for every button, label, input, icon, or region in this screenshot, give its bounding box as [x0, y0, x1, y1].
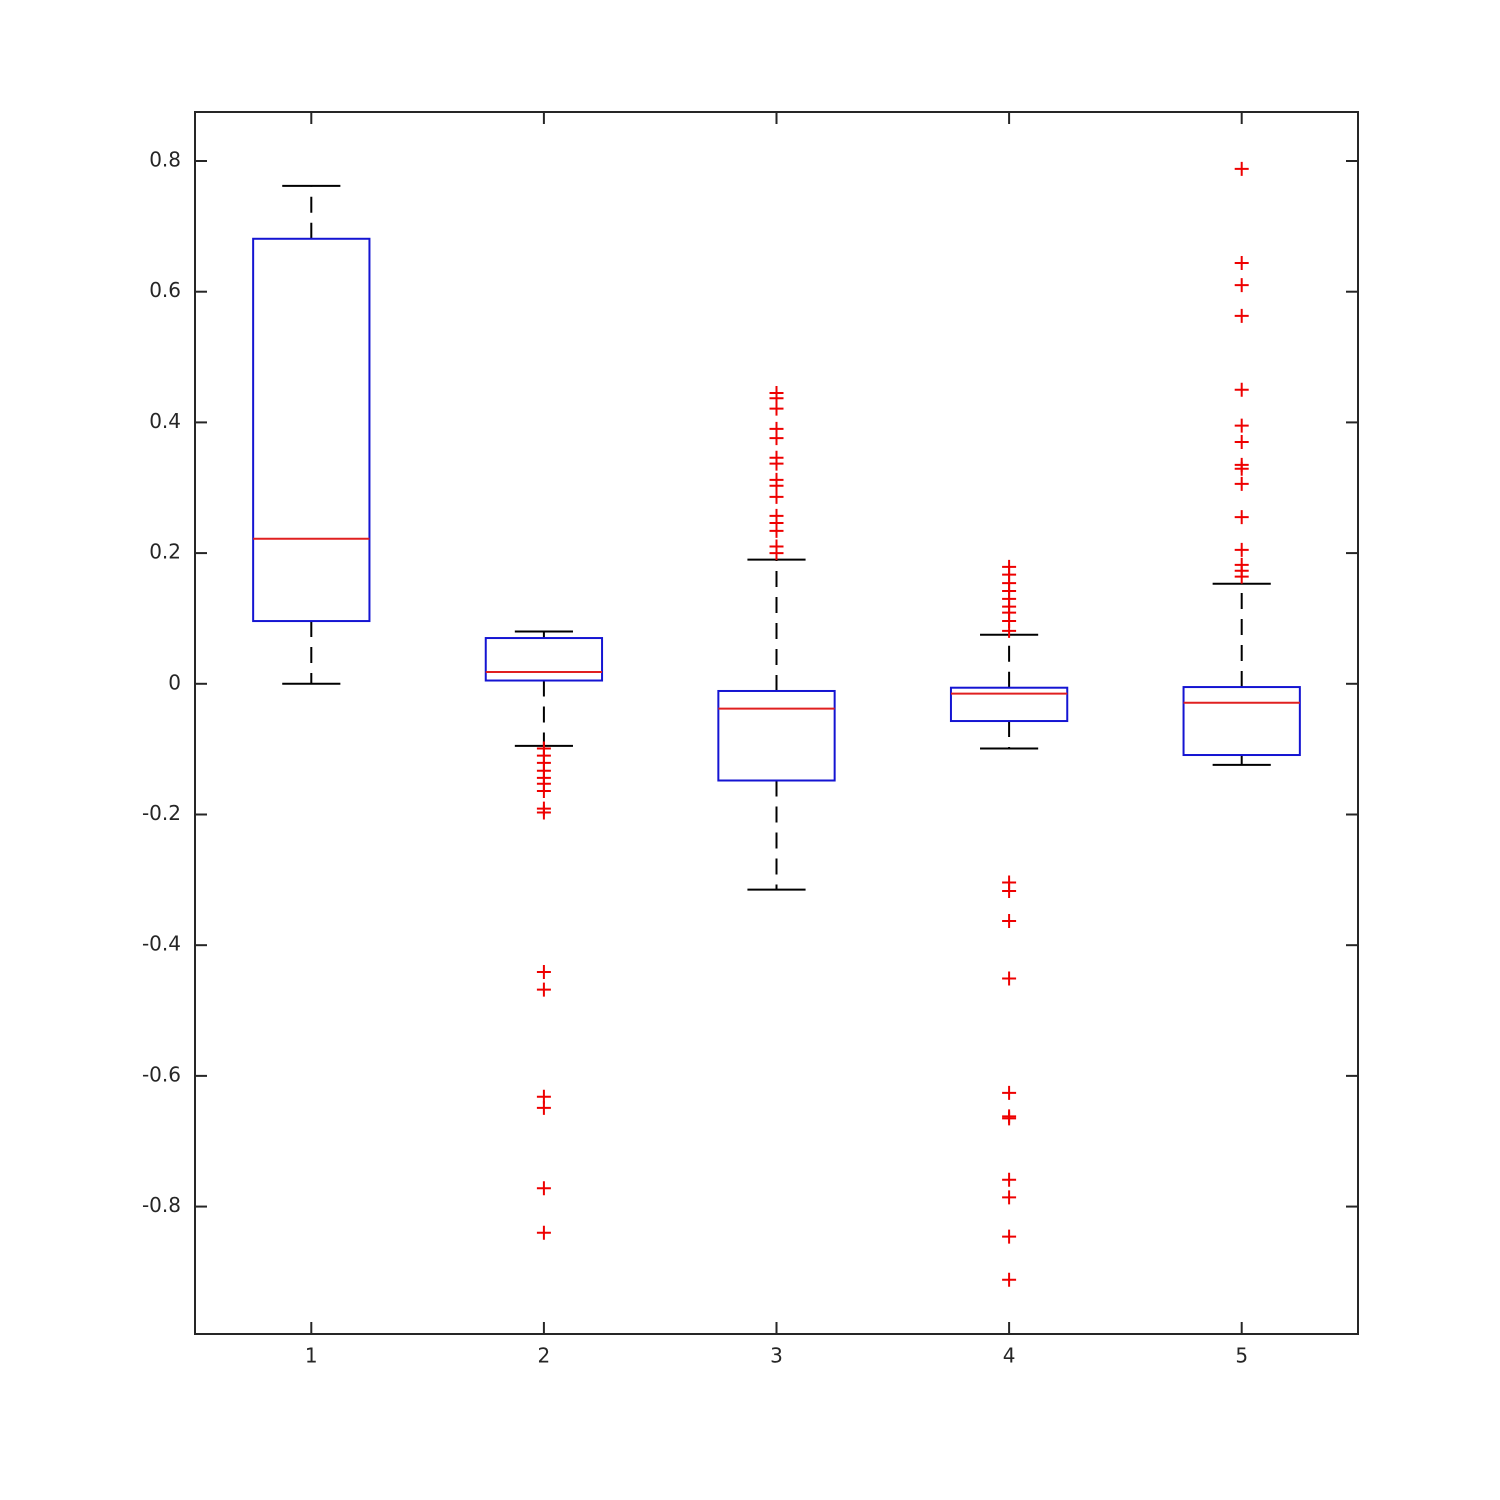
outlier	[1002, 1229, 1017, 1244]
outlier	[769, 489, 784, 504]
outlier	[1234, 461, 1249, 476]
outlier	[769, 456, 784, 471]
plot-frame	[194, 111, 1359, 1335]
outlier	[1002, 1190, 1017, 1205]
x-tick-label: 3	[770, 1344, 783, 1368]
outlier	[536, 1100, 551, 1115]
y-tick-label: 0.4	[149, 409, 181, 433]
box	[252, 237, 371, 623]
outlier	[1002, 1172, 1017, 1187]
outlier	[1234, 510, 1249, 525]
x-tick-label: 5	[1235, 1344, 1248, 1368]
outlier	[536, 805, 551, 820]
outlier	[536, 783, 551, 798]
outlier	[1234, 278, 1249, 293]
outlier	[1234, 418, 1249, 433]
y-tick-label: -0.4	[142, 932, 181, 956]
outlier	[1002, 914, 1017, 929]
y-tick-label: 0.8	[149, 148, 181, 172]
outlier	[1002, 1272, 1017, 1287]
outlier	[1002, 623, 1017, 638]
outlier	[1234, 161, 1249, 176]
x-tick-label: 2	[538, 1344, 551, 1368]
outlier	[536, 964, 551, 979]
y-tick-label: -0.6	[142, 1062, 181, 1086]
outlier	[1234, 476, 1249, 491]
outlier	[1002, 1085, 1017, 1100]
y-tick-label: 0.2	[149, 540, 181, 564]
outlier	[1002, 883, 1017, 898]
outlier	[536, 1181, 551, 1196]
box	[484, 637, 604, 682]
outlier	[1234, 569, 1249, 584]
outlier	[1002, 971, 1017, 986]
outlier	[1234, 308, 1249, 323]
outlier	[769, 546, 784, 561]
outlier	[1234, 542, 1249, 557]
y-tick-label: 0.6	[149, 278, 181, 302]
outlier	[1002, 1111, 1017, 1126]
box	[717, 689, 836, 782]
outlier	[1234, 255, 1249, 270]
box	[1182, 686, 1301, 757]
y-tick-label: -0.2	[142, 801, 181, 825]
outlier	[1234, 435, 1249, 450]
outlier	[769, 523, 784, 538]
outlier	[536, 982, 551, 997]
x-tick-label: 4	[1003, 1344, 1016, 1368]
y-tick-label: -0.8	[142, 1193, 181, 1217]
outlier	[536, 1225, 551, 1240]
outlier	[769, 431, 784, 446]
x-tick-label: 1	[305, 1344, 318, 1368]
y-tick-label: 0	[168, 670, 181, 694]
outlier	[1234, 382, 1249, 397]
box	[949, 686, 1069, 723]
outlier	[769, 401, 784, 416]
